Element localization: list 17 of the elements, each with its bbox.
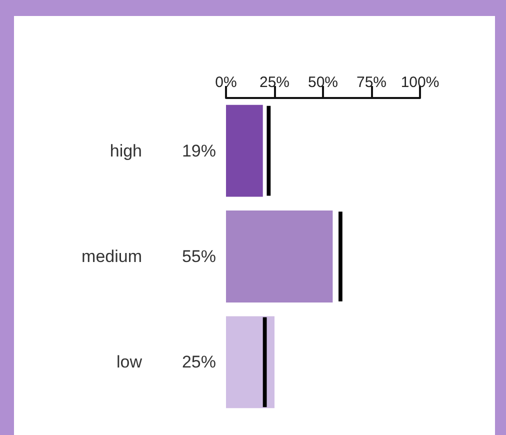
bar [226,210,333,302]
bar [262,317,267,408]
bar [226,316,274,408]
y-tick-label: low [116,352,143,372]
x-tick-label: 0% [215,74,237,91]
data-label: 25% [182,352,216,372]
x-tick-label: 25% [259,74,290,91]
y-tick-label: medium [82,247,142,266]
x-tick-label: 75% [356,74,387,91]
x-tick-label: 100% [400,74,440,91]
y-tick-label: high [110,141,142,160]
x-tick-label: 50% [308,74,338,91]
data-label: 19% [182,141,216,160]
bar [338,212,342,302]
bar [226,104,263,197]
bar [266,106,271,196]
data-label: 55% [182,247,216,266]
